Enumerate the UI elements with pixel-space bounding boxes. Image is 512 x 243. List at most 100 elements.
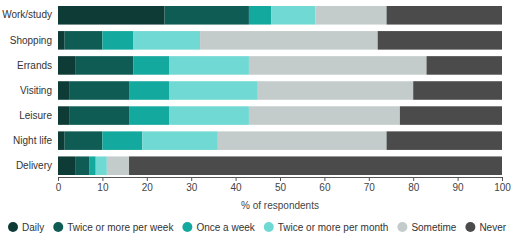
tick: 50 bbox=[275, 177, 287, 193]
tick: 30 bbox=[186, 177, 198, 193]
bar bbox=[427, 56, 502, 75]
tick-label: 90 bbox=[453, 182, 465, 193]
legend-label: Twice or more per month bbox=[278, 222, 389, 233]
bar bbox=[58, 31, 65, 50]
axis-line bbox=[59, 178, 503, 182]
bar bbox=[249, 6, 271, 25]
bar bbox=[316, 6, 387, 25]
tick-mark bbox=[324, 177, 325, 181]
category-label: Delivery bbox=[16, 160, 52, 171]
bar bbox=[249, 106, 400, 125]
legend-item: Daily bbox=[8, 222, 44, 233]
bar bbox=[258, 81, 413, 100]
tick-label: 80 bbox=[408, 182, 420, 193]
tick: Leisure bbox=[19, 110, 52, 121]
legend-item: Once a week bbox=[182, 222, 255, 233]
bars bbox=[58, 6, 502, 175]
legend-label: Twice or more per week bbox=[67, 222, 174, 233]
bar bbox=[249, 56, 427, 75]
legend-swatch bbox=[264, 222, 274, 232]
legend-label: Daily bbox=[22, 222, 44, 233]
bar bbox=[69, 106, 129, 125]
legend-label: Never bbox=[479, 222, 506, 233]
category-label: Visiting bbox=[20, 85, 52, 96]
tick-label: 0 bbox=[56, 182, 62, 193]
tick-mark bbox=[58, 177, 59, 181]
y-axis: Work/study Shopping Errands Visiting Leisure… bbox=[2, 9, 52, 170]
tick: Night life bbox=[13, 135, 52, 146]
tick-mark bbox=[502, 177, 503, 181]
bar bbox=[58, 156, 76, 175]
bar bbox=[218, 131, 387, 150]
tick: 100 bbox=[494, 177, 511, 193]
bar bbox=[200, 31, 378, 50]
tick-mark bbox=[236, 177, 237, 181]
bar bbox=[387, 6, 502, 25]
tick-label: 100 bbox=[494, 182, 511, 193]
bar bbox=[65, 131, 103, 150]
tick: 80 bbox=[408, 177, 420, 193]
legend: Daily Twice or more per week Once a week Tw… bbox=[8, 222, 507, 233]
plot: 0 10 20 30 40 50 60 70 80 90 100 Work/study Shopping… bbox=[2, 6, 511, 193]
legend-swatch bbox=[182, 222, 192, 232]
tick: 10 bbox=[97, 177, 109, 193]
tick: 70 bbox=[364, 177, 376, 193]
tick-mark bbox=[369, 177, 370, 181]
category-label: Errands bbox=[17, 60, 52, 71]
x-axis: 0 10 20 30 40 50 60 70 80 90 100 bbox=[56, 177, 512, 193]
legend-item: Twice or more per week bbox=[53, 222, 174, 233]
bar bbox=[102, 31, 133, 50]
bar bbox=[76, 56, 134, 75]
bar bbox=[102, 131, 142, 150]
bar bbox=[129, 156, 502, 175]
tick: 60 bbox=[319, 177, 331, 193]
bar bbox=[76, 156, 89, 175]
series bbox=[129, 6, 502, 175]
tick-label: 20 bbox=[142, 182, 154, 193]
legend-label: Sometime bbox=[411, 222, 456, 233]
tick-label: 10 bbox=[97, 182, 109, 193]
tick-mark bbox=[191, 177, 192, 181]
bar bbox=[400, 106, 502, 125]
tick-mark bbox=[458, 177, 459, 181]
bar bbox=[107, 156, 129, 175]
bar bbox=[169, 106, 249, 125]
chart: 0 10 20 30 40 50 60 70 80 90 100 Work/study Shopping… bbox=[0, 0, 512, 243]
tick-label: 40 bbox=[231, 182, 243, 193]
category-label: Shopping bbox=[10, 35, 52, 46]
tick-mark bbox=[280, 177, 281, 181]
bar bbox=[58, 56, 76, 75]
bar bbox=[96, 156, 107, 175]
legend-item: Never bbox=[465, 222, 506, 233]
legend-swatch bbox=[397, 222, 407, 232]
tick-label: 70 bbox=[364, 182, 376, 193]
tick: Delivery bbox=[16, 160, 52, 171]
tick: Visiting bbox=[20, 85, 52, 96]
legend-swatch bbox=[465, 222, 475, 232]
bar bbox=[165, 6, 249, 25]
tick-mark bbox=[102, 177, 103, 181]
tick: 20 bbox=[142, 177, 154, 193]
bar bbox=[129, 106, 169, 125]
bar bbox=[169, 81, 258, 100]
bar bbox=[69, 81, 129, 100]
legend-item: Twice or more per month bbox=[264, 222, 389, 233]
tick-label: 30 bbox=[186, 182, 198, 193]
category-label: Work/study bbox=[2, 9, 52, 20]
bar bbox=[169, 56, 249, 75]
category-label: Night life bbox=[13, 135, 52, 146]
tick: Errands bbox=[17, 60, 52, 71]
bar bbox=[129, 81, 169, 100]
category-label: Leisure bbox=[19, 110, 52, 121]
bar bbox=[65, 31, 103, 50]
legend-item: Sometime bbox=[397, 222, 456, 233]
tick-mark bbox=[413, 177, 414, 181]
bar bbox=[387, 131, 502, 150]
bar bbox=[133, 31, 200, 50]
bar bbox=[378, 31, 502, 50]
tick: 90 bbox=[453, 177, 465, 193]
bar bbox=[58, 131, 65, 150]
bar bbox=[58, 81, 69, 100]
bar bbox=[413, 81, 502, 100]
bar bbox=[58, 106, 69, 125]
